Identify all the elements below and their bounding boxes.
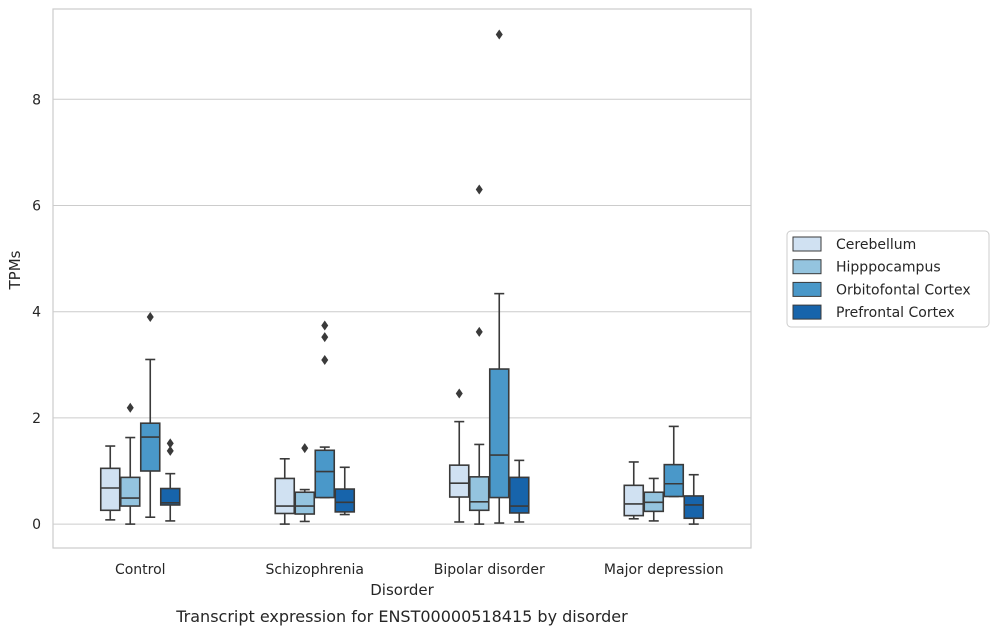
outlier-point <box>166 438 174 449</box>
legend-swatch <box>792 281 822 297</box>
box-body <box>99 467 121 512</box>
outlier-point <box>475 184 483 195</box>
x-tick-label: Major depression <box>604 562 724 578</box>
outlier-point <box>455 388 463 399</box>
y-tick-label: 6 <box>32 198 41 214</box>
box-3-1 <box>643 477 665 522</box>
legend-swatch <box>792 259 822 275</box>
x-tick-label: Schizophrenia <box>266 562 364 578</box>
outlier-point <box>495 29 503 40</box>
box-body <box>508 476 530 514</box>
box-plots <box>99 29 705 525</box>
plot-area <box>52 8 752 549</box>
box-3-3 <box>683 473 705 525</box>
box-body <box>334 488 356 513</box>
x-axis-label: Disorder <box>370 581 434 599</box>
box-1-0 <box>274 457 296 525</box>
legend-label: Hipppocampus <box>836 260 941 276</box>
box-body <box>683 495 705 520</box>
outlier-point <box>321 332 329 343</box>
legend-label: Cerebellum <box>836 237 916 253</box>
box-2-0 <box>448 388 470 523</box>
box-3-0 <box>623 461 645 520</box>
legend-swatch <box>792 236 822 252</box>
legend-label: Orbitofontal Cortex <box>836 282 971 298</box>
box-1-2 <box>314 320 336 499</box>
legend-swatch <box>792 304 822 320</box>
y-tick-label: 4 <box>32 305 41 321</box>
x-tick-label: Control <box>115 562 166 578</box>
y-axis-label: TPMs <box>6 250 24 290</box>
y-tick-label: 8 <box>32 92 41 108</box>
box-2-2 <box>488 29 510 524</box>
y-tick-label: 0 <box>32 517 41 533</box>
box-2-1 <box>468 184 490 525</box>
y-tick-label: 2 <box>32 411 41 427</box>
box-body <box>274 477 296 515</box>
box-body <box>448 464 470 498</box>
outlier-point <box>321 320 329 331</box>
outlier-point <box>475 326 483 337</box>
legend: Cerebellum Hipppocampus Orbitofontal Corte… <box>786 230 990 328</box>
outlier-point <box>301 443 309 454</box>
outlier-point <box>166 445 174 456</box>
box-2-3 <box>508 459 530 523</box>
box-3-2 <box>663 425 685 498</box>
box-1-3 <box>334 466 356 516</box>
box-body <box>468 476 490 512</box>
outlier-point <box>146 312 154 322</box>
legend-label: Prefrontal Cortex <box>836 305 955 321</box>
y-axis-ticks: 0 2 4 6 8 <box>32 92 41 533</box>
x-axis-ticks: Control Schizophrenia Bipolar disorder Majo… <box>115 562 724 578</box>
box-0-0 <box>99 445 121 521</box>
box-1-1 <box>294 443 316 523</box>
box-body <box>314 449 336 499</box>
box-body <box>488 368 510 499</box>
outlier-point <box>126 402 134 413</box>
outlier-point <box>321 355 329 366</box>
box-0-1 <box>119 402 141 525</box>
chart-caption: Transcript expression for ENST0000051841… <box>175 607 628 626</box>
legend-frame <box>786 230 990 328</box>
grid <box>53 98 751 525</box>
box-body <box>159 487 181 506</box>
box-body <box>663 463 685 498</box>
box-0-3 <box>159 438 181 522</box>
x-tick-label: Bipolar disorder <box>434 562 545 578</box>
box-body <box>294 491 316 515</box>
box-body <box>119 476 141 507</box>
box-0-2 <box>139 312 161 519</box>
box-body <box>623 484 645 517</box>
box-body <box>139 422 161 472</box>
